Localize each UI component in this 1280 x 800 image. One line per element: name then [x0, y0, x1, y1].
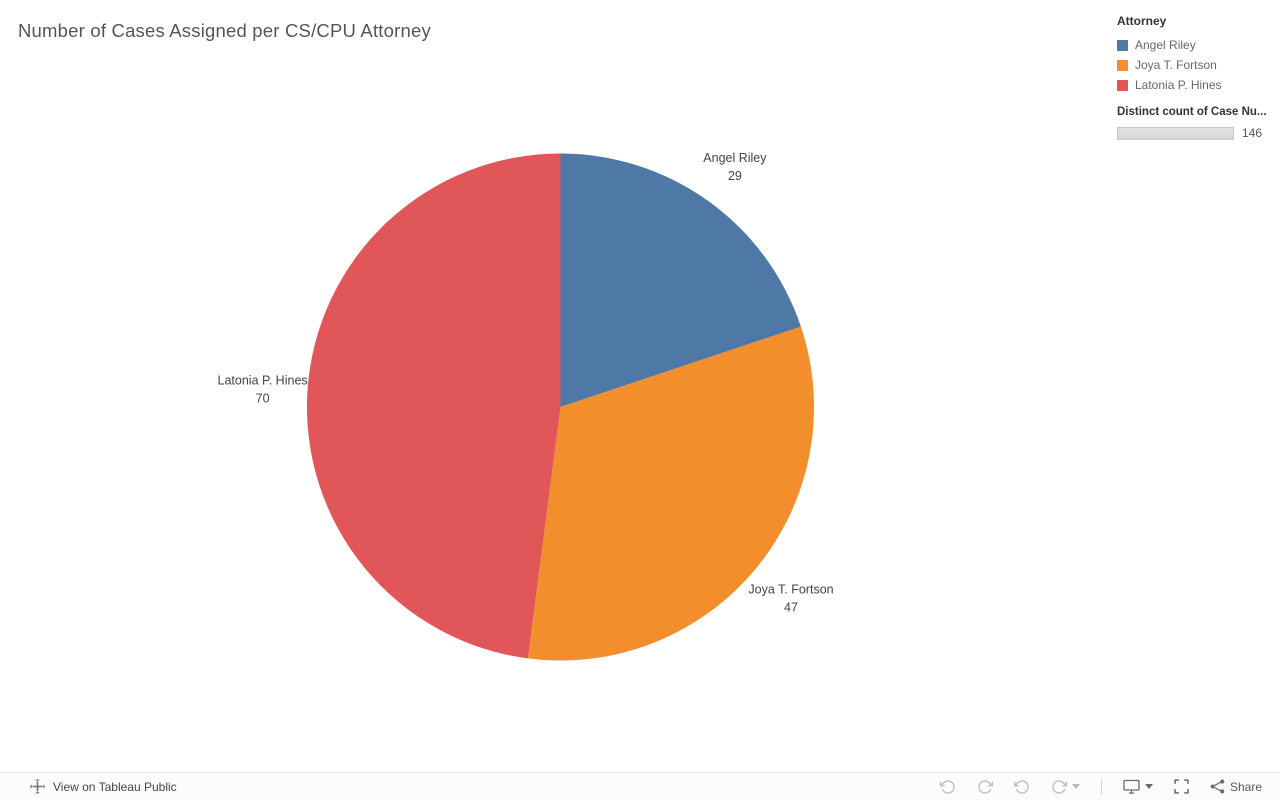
- pie-chart: Angel Riley 29 Joya T. Fortson 47 Latonia P.…: [218, 151, 834, 661]
- refresh-icon: [1052, 779, 1067, 794]
- chevron-down-icon: [1144, 784, 1153, 789]
- size-legend: 146: [1117, 126, 1277, 140]
- slice-label-latonia-p-hines: Latonia P. Hines 70: [218, 374, 308, 406]
- legend-item-label: Latonia P. Hines: [1135, 78, 1222, 92]
- legend-swatch: [1117, 39, 1128, 51]
- legend-item-label: Angel Riley: [1135, 38, 1196, 52]
- legend-item-label: Joya T. Fortson: [1135, 58, 1217, 72]
- undo-button[interactable]: [939, 779, 956, 795]
- legend-item-latonia-p-hines[interactable]: Latonia P. Hines: [1117, 75, 1277, 95]
- share-icon: [1210, 779, 1225, 794]
- color-legend: Attorney Angel Riley Joya T. Fortson Laton…: [1117, 14, 1277, 140]
- slice-label-angel-riley: Angel Riley 29: [703, 151, 767, 183]
- view-on-tableau-link[interactable]: View on Tableau Public: [30, 779, 177, 794]
- pie-slice-latonia-p-hines[interactable]: [306, 153, 561, 659]
- chevron-down-icon: [1071, 784, 1080, 789]
- size-legend-ramp: [1117, 126, 1234, 140]
- redo-button[interactable]: [977, 779, 993, 795]
- undo-icon: [939, 779, 955, 794]
- view-on-tableau-label: View on Tableau Public: [53, 779, 177, 794]
- pie-slice-angel-riley[interactable]: [560, 153, 801, 408]
- chart-title: Number of Cases Assigned per CS/CPU Atto…: [18, 20, 431, 41]
- bottom-toolbar: View on Tableau Public: [0, 772, 1280, 800]
- pie-slice-joya-t-fortson[interactable]: [527, 326, 814, 661]
- legend-swatch: [1117, 79, 1128, 91]
- legend-item-joya-t-fortson[interactable]: Joya T. Fortson: [1117, 55, 1277, 75]
- legend-swatch: [1117, 59, 1128, 71]
- legend-items: Angel Riley Joya T. Fortson Latonia P. Hin…: [1117, 35, 1277, 95]
- size-legend-title: Distinct count of Case Nu...: [1117, 106, 1267, 118]
- device-preview-button[interactable]: [1123, 779, 1153, 794]
- slice-label-joya-t-fortson: Joya T. Fortson 47: [748, 583, 833, 615]
- tableau-logo-icon: [30, 779, 45, 794]
- replay-icon: [1013, 779, 1029, 794]
- fullscreen-button[interactable]: [1174, 779, 1189, 794]
- monitor-icon: [1123, 779, 1140, 794]
- size-legend-value: 146: [1242, 126, 1263, 140]
- fullscreen-icon: [1174, 779, 1189, 794]
- legend-title: Attorney: [1117, 14, 1167, 28]
- replay-button[interactable]: [1013, 779, 1030, 795]
- share-button[interactable]: Share: [1210, 779, 1262, 794]
- legend-item-angel-riley[interactable]: Angel Riley: [1117, 35, 1277, 55]
- refresh-button[interactable]: [1051, 779, 1080, 795]
- toolbar-divider: [1100, 779, 1102, 794]
- redo-icon: [978, 779, 993, 794]
- toolbar-actions: Share: [939, 779, 1262, 795]
